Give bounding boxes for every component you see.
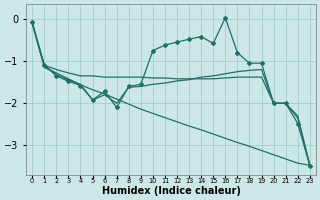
X-axis label: Humidex (Indice chaleur): Humidex (Indice chaleur) — [101, 186, 240, 196]
